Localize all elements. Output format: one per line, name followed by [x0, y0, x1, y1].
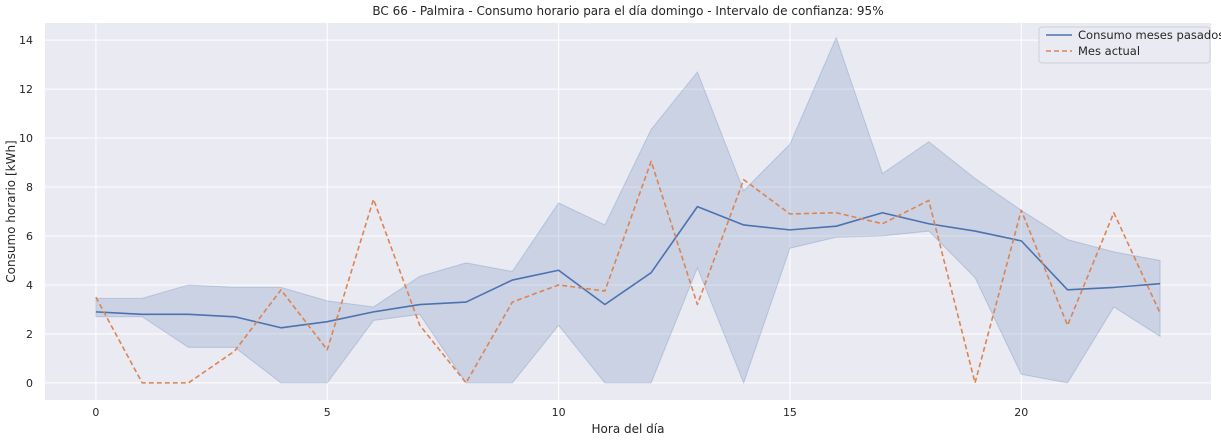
x-axis-label: Hora del día — [592, 422, 665, 436]
series-lines — [95, 160, 1161, 384]
y-tick-label: 14 — [19, 34, 33, 47]
y-tick-label: 4 — [26, 279, 33, 292]
x-tick-label: 5 — [324, 406, 331, 419]
confidence-band — [95, 36, 1161, 385]
x-tick-label: 10 — [552, 406, 566, 419]
y-tick-label: 10 — [19, 132, 33, 145]
plot-background — [45, 23, 1211, 400]
legend-box — [1038, 26, 1211, 64]
chart-title: BC 66 - Palmira - Consumo horario para e… — [372, 4, 883, 18]
x-tick-label: 15 — [783, 406, 797, 419]
x-tick-label: 0 — [92, 406, 99, 419]
x-tick-label: 20 — [1014, 406, 1028, 419]
series-line-0 — [95, 205, 1161, 329]
x-tick-labels: 0 5 10 15 20 — [92, 406, 1028, 419]
y-axis-label: Consumo horario [kWh] — [4, 140, 18, 282]
y-tick-label: 12 — [19, 83, 33, 96]
gridlines — [45, 23, 1211, 400]
y-tick-label: 2 — [26, 328, 33, 341]
y-tick-labels: 0 2 4 6 8 10 12 14 — [19, 34, 33, 390]
y-tick-label: 0 — [26, 377, 33, 390]
y-tick-label: 6 — [26, 230, 33, 243]
legend-label-mes-actual: Mes actual — [1078, 44, 1140, 58]
y-tick-label: 8 — [26, 181, 33, 194]
legend-label-consumo-meses-pasados: Consumo meses pasados — [1078, 28, 1221, 42]
legend: Consumo meses pasados Mes actual — [1038, 26, 1221, 64]
confidence-band-area — [95, 36, 1161, 385]
